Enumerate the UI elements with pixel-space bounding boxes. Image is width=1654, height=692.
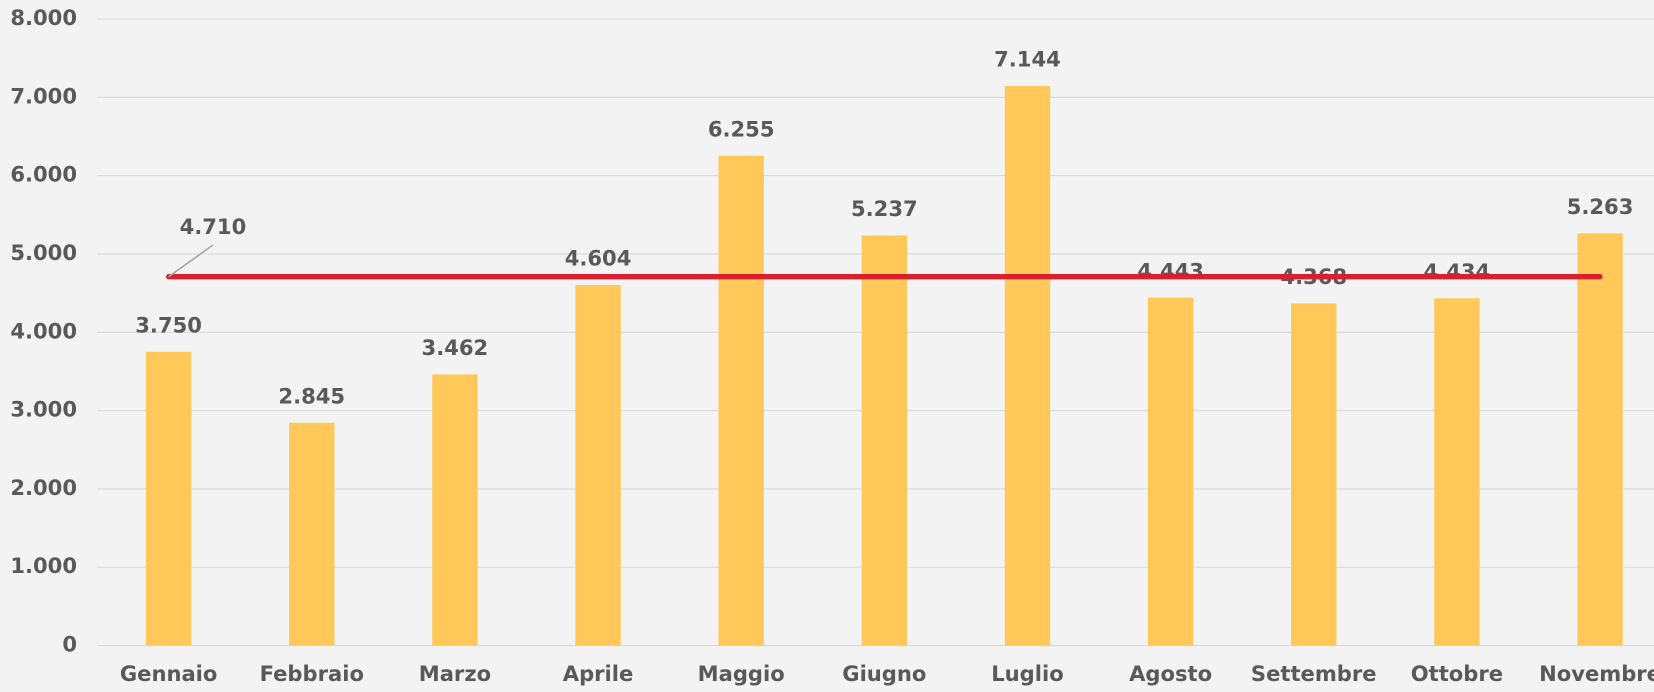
reference-label: 4.710 (180, 214, 247, 239)
bar (289, 422, 335, 646)
bar (861, 235, 908, 646)
data-label: 4.443 (1137, 258, 1204, 283)
data-label: 6.255 (708, 116, 775, 141)
y-tick-label: 3.000 (10, 397, 77, 422)
bar (145, 351, 192, 646)
x-tick-label: Agosto (1129, 661, 1212, 686)
bar (718, 155, 764, 646)
data-label: 7.144 (994, 47, 1061, 72)
x-tick-label: Luglio (991, 661, 1063, 686)
y-tick-label: 0 (62, 632, 77, 657)
data-label: 2.845 (278, 383, 345, 408)
data-label: 3.462 (422, 335, 489, 360)
y-tick-label: 7.000 (10, 83, 77, 108)
x-tick-label: Febbraio (260, 661, 364, 686)
data-label: 4.604 (565, 246, 632, 271)
y-tick-label: 8.000 (10, 5, 77, 30)
y-tick-label: 2.000 (10, 475, 77, 500)
x-tick-label: Settembre (1251, 661, 1377, 686)
bar (575, 284, 621, 646)
x-tick-label: Giugno (842, 661, 926, 686)
y-tick-label: 5.000 (10, 240, 77, 265)
bar (1147, 297, 1194, 646)
bar (1577, 233, 1623, 646)
bar (432, 374, 478, 646)
data-label: 3.750 (135, 313, 202, 338)
data-label: 4.434 (1424, 259, 1491, 284)
leader-line (168, 244, 214, 278)
data-label: 5.237 (851, 196, 918, 221)
bar (1004, 86, 1051, 646)
x-tick-label: Gennaio (120, 661, 218, 686)
x-tick-label: Maggio (698, 661, 785, 686)
y-tick-label: 6.000 (10, 162, 77, 187)
x-tick-label: Marzo (419, 661, 491, 686)
x-tick-label: Novembre (1539, 661, 1654, 686)
data-label: 5.263 (1567, 194, 1634, 219)
y-tick-label: 4.000 (10, 318, 77, 343)
y-tick-label: 1.000 (10, 553, 77, 578)
bar (1434, 298, 1480, 646)
bar (1291, 303, 1337, 646)
x-tick-label: Aprile (563, 661, 634, 686)
x-tick-label: Ottobre (1411, 661, 1503, 686)
